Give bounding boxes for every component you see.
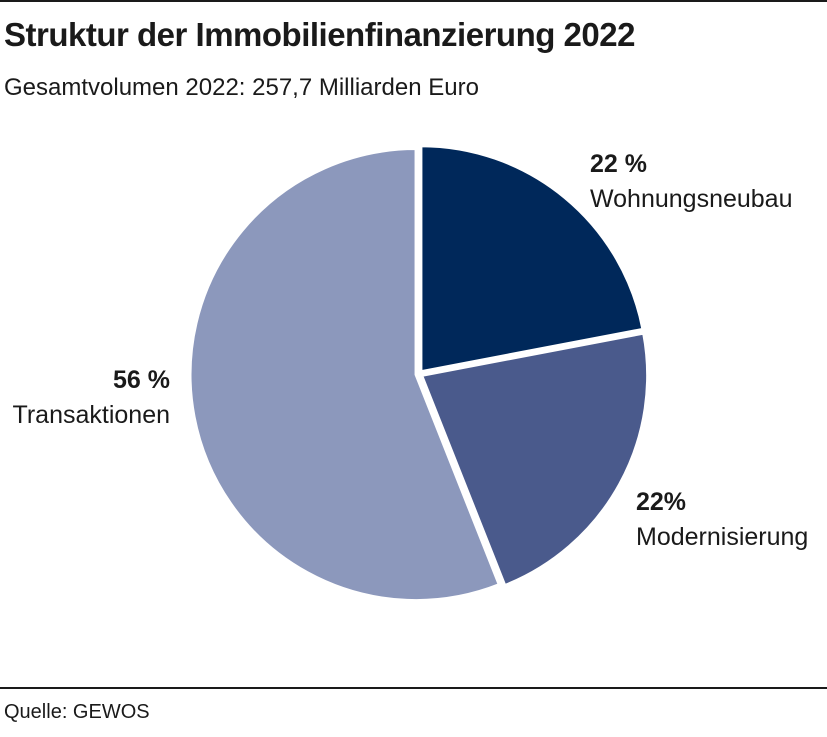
pie-slice-modernisierung [419,331,650,588]
source-note: Quelle: GEWOS [4,701,150,723]
pie-labels: 22 % Wohnungsneubau 22% Modernisierung 56 % T… [13,150,809,551]
slice-value-label: 22% [636,488,686,516]
pie-slice-wohnungsneubau [419,144,645,374]
pie-chart: 22 % Wohnungsneubau 22% Modernisierung 56 % T… [13,144,809,603]
slice-name-label: Transaktionen [13,401,171,429]
slice-name-label: Wohnungsneubau [590,185,793,213]
slice-value-label: 56 % [113,366,170,394]
top-rule [0,0,827,2]
pie-slices [188,144,650,603]
slice-value-label: 22 % [590,150,647,178]
slice-name-label: Modernisierung [636,523,808,551]
chart-title: Struktur der Immobilienfinanzierung 2022 [4,16,635,53]
chart-subtitle: Gesamtvolumen 2022: 257,7 Milliarden Eur… [4,74,479,101]
pie-slice-transaktionen [188,147,502,603]
bottom-rule [0,687,827,689]
